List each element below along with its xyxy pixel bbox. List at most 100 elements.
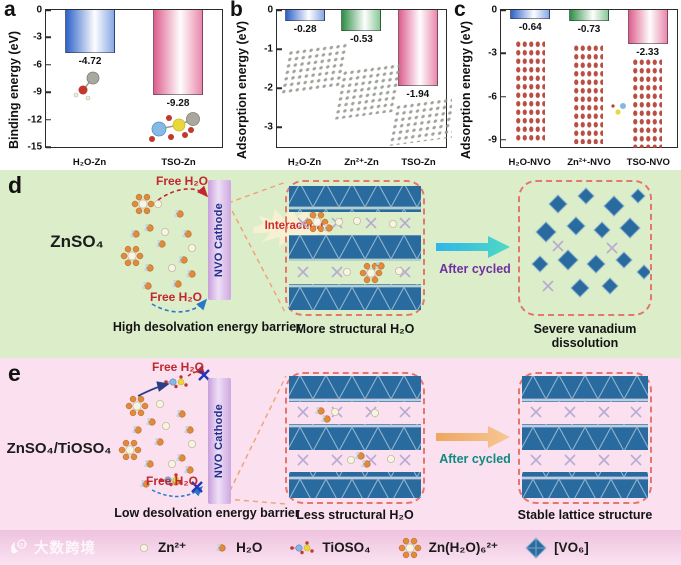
zn-slab-lattice-icon	[279, 42, 349, 96]
after-cycled-arrow-e	[436, 426, 510, 448]
zoom-box-more-structural-h2o	[285, 180, 425, 316]
y-axis: 0 -1 -2 -3	[264, 5, 446, 147]
y-axis-title-b: Adsorption energy (eV)	[235, 20, 249, 160]
bar-value: -4.72	[78, 56, 102, 68]
y-tick-mark	[46, 146, 51, 148]
y-tick-label: -6	[33, 59, 42, 71]
free-h2o-arrow-top	[157, 185, 209, 201]
bar-TSO-NVO	[627, 10, 668, 44]
bar-group: -0.28	[285, 10, 326, 147]
panel-a: a Binding energy (eV) 0 -3 -6 -9 -12 -15 -4.7…	[0, 0, 228, 170]
nvo-cathode-bar: NVO Cathode	[208, 378, 231, 504]
y-tick-mark	[46, 91, 51, 93]
nvo-cathode-label: NVO Cathode	[213, 202, 226, 278]
watermark-text: 大数跨境	[34, 541, 96, 557]
bar-group: -2.33	[627, 10, 668, 147]
legend-label: Zn²⁺	[158, 539, 187, 555]
bar-H₂O-Zn	[285, 10, 326, 21]
zoom-box-less-structural-h2o	[285, 372, 425, 504]
svg-text:100: 100	[17, 542, 28, 547]
bar-value: -9.28	[166, 97, 190, 109]
h2o-icon	[215, 542, 226, 552]
tioso4-molecule-icon	[163, 374, 189, 389]
legend-item-h2o: H₂O	[212, 539, 262, 557]
panel-b: b Adsorption energy (eV) 0 -1 -2 -3 -0.28 -0…	[228, 0, 460, 170]
y-tick-mark	[501, 52, 506, 54]
panel-label-e: e	[8, 360, 21, 386]
bar-value: -0.53	[350, 33, 373, 45]
bar-value: -0.73	[577, 23, 601, 35]
y-tick-label: -9	[488, 134, 497, 146]
bar-value: -2.33	[636, 46, 660, 58]
x-tick-label: Zn²⁺-NVO	[567, 157, 611, 168]
y-tick-label: 0	[36, 4, 42, 16]
legend-item-tioso4: TiOSO₄	[288, 539, 371, 557]
caption-structural-d: More structural H₂O	[295, 322, 415, 336]
y-tick-mark	[277, 126, 282, 129]
zoom-callout-lines	[227, 181, 287, 315]
bar-group: -1.94	[397, 10, 438, 147]
nvo-lattice-with-water-icon	[289, 186, 421, 310]
panel-label-d: d	[8, 172, 23, 198]
after-cycled-label-e: After cycled	[439, 452, 511, 466]
vo6-icon	[525, 536, 547, 559]
nvo-lattice-icon	[515, 40, 545, 142]
panel-d-znso4-schematic: d ZnSO₄ Free H₂O Free H₂O NVO Cathode In…	[0, 170, 681, 358]
bar-H₂O-Zn	[65, 10, 115, 54]
x-tick-label: Zn²⁺-Zn	[344, 157, 379, 168]
caption-desolvation-e: Low desolvation energy barrier	[114, 506, 300, 520]
bar-group: -0.73	[568, 10, 609, 147]
zn-h2o6-icon	[398, 537, 421, 558]
y-tick-label: -2	[264, 82, 273, 94]
y-tick-mark	[46, 36, 51, 39]
legend-label: TiOSO₄	[322, 540, 371, 555]
watermark-logo-icon: 100	[11, 538, 28, 553]
panel-c: c Adsorption energy (eV) 0 -3 -6 -9 -0.64 -0…	[452, 0, 681, 170]
bars: -4.72 -9.28	[46, 10, 222, 147]
bar-H₂O-NVO	[510, 10, 551, 20]
y-tick-label: -1	[264, 43, 273, 55]
caption-result-e: Stable lattice structure	[517, 508, 653, 522]
y-tick-mark	[501, 9, 506, 11]
zn-slab-lattice-icon	[388, 95, 460, 147]
free-h2o-label-bottom: Free H₂O	[146, 474, 199, 488]
x-tick-label: TSO-NVO	[626, 157, 670, 168]
bar-value: -0.28	[293, 23, 317, 35]
free-h2o-label-top: Free H₂O	[152, 360, 205, 374]
y-tick-mark	[46, 64, 51, 66]
caption-result-d: Severe vanadium dissolution	[533, 322, 637, 350]
electrolyte-label-znso4-tioso4: ZnSO₄/TiOSO₄	[6, 440, 112, 457]
y-tick-label: -6	[488, 91, 497, 103]
x-labels: H₂O-Zn TSO-Zn	[45, 157, 223, 168]
x-tick-label: TSO-Zn	[401, 157, 436, 168]
y-axis: 0 -3 -6 -9	[488, 5, 677, 147]
bar-group: -0.53	[341, 10, 382, 147]
bar-TSO-Zn	[397, 10, 438, 86]
after-cycled-label-d: After cycled	[439, 262, 511, 276]
free-h2o-label-top: Free H₂O	[156, 174, 209, 188]
electrolyte-label-znso4: ZnSO₄	[50, 232, 104, 251]
bar-Zn²⁺-Zn	[341, 10, 382, 31]
caption-structural-e: Less structural H₂O	[296, 508, 414, 522]
plot-area-b: 0 -1 -2 -3 -0.28 -0.53 -1.94	[264, 5, 460, 148]
y-tick-label: -3	[264, 121, 273, 133]
y-tick-mark	[501, 139, 506, 141]
nvo-lattice-icon	[632, 58, 662, 148]
bar-group: -4.72	[65, 10, 115, 147]
zoom-callout-lines	[225, 375, 287, 505]
legend-strip: 100 大数跨境 Zn²⁺ H₂O TiOSO₄ Zn(H₂O)₆²⁺ [VO₆…	[0, 530, 681, 565]
panel-label-c: c	[454, 0, 466, 21]
solvation-shed-arrow	[137, 381, 170, 397]
y-tick-label: 0	[267, 4, 273, 16]
x-labels: H₂O-NVO Zn²⁺-NVO TSO-NVO	[500, 157, 678, 168]
y-tick-label: -15	[27, 141, 42, 153]
legend-label: [VO₆]	[554, 540, 589, 555]
y-tick-label: -9	[33, 86, 42, 98]
y-tick-mark	[277, 9, 282, 11]
panel-label-b: b	[230, 0, 243, 21]
bar-value: -0.64	[518, 22, 542, 34]
nvo-cathode-bar: NVO Cathode	[208, 180, 231, 300]
blocked-h2o-arrow-bottom	[151, 485, 204, 498]
tioso4-icon	[290, 540, 315, 555]
